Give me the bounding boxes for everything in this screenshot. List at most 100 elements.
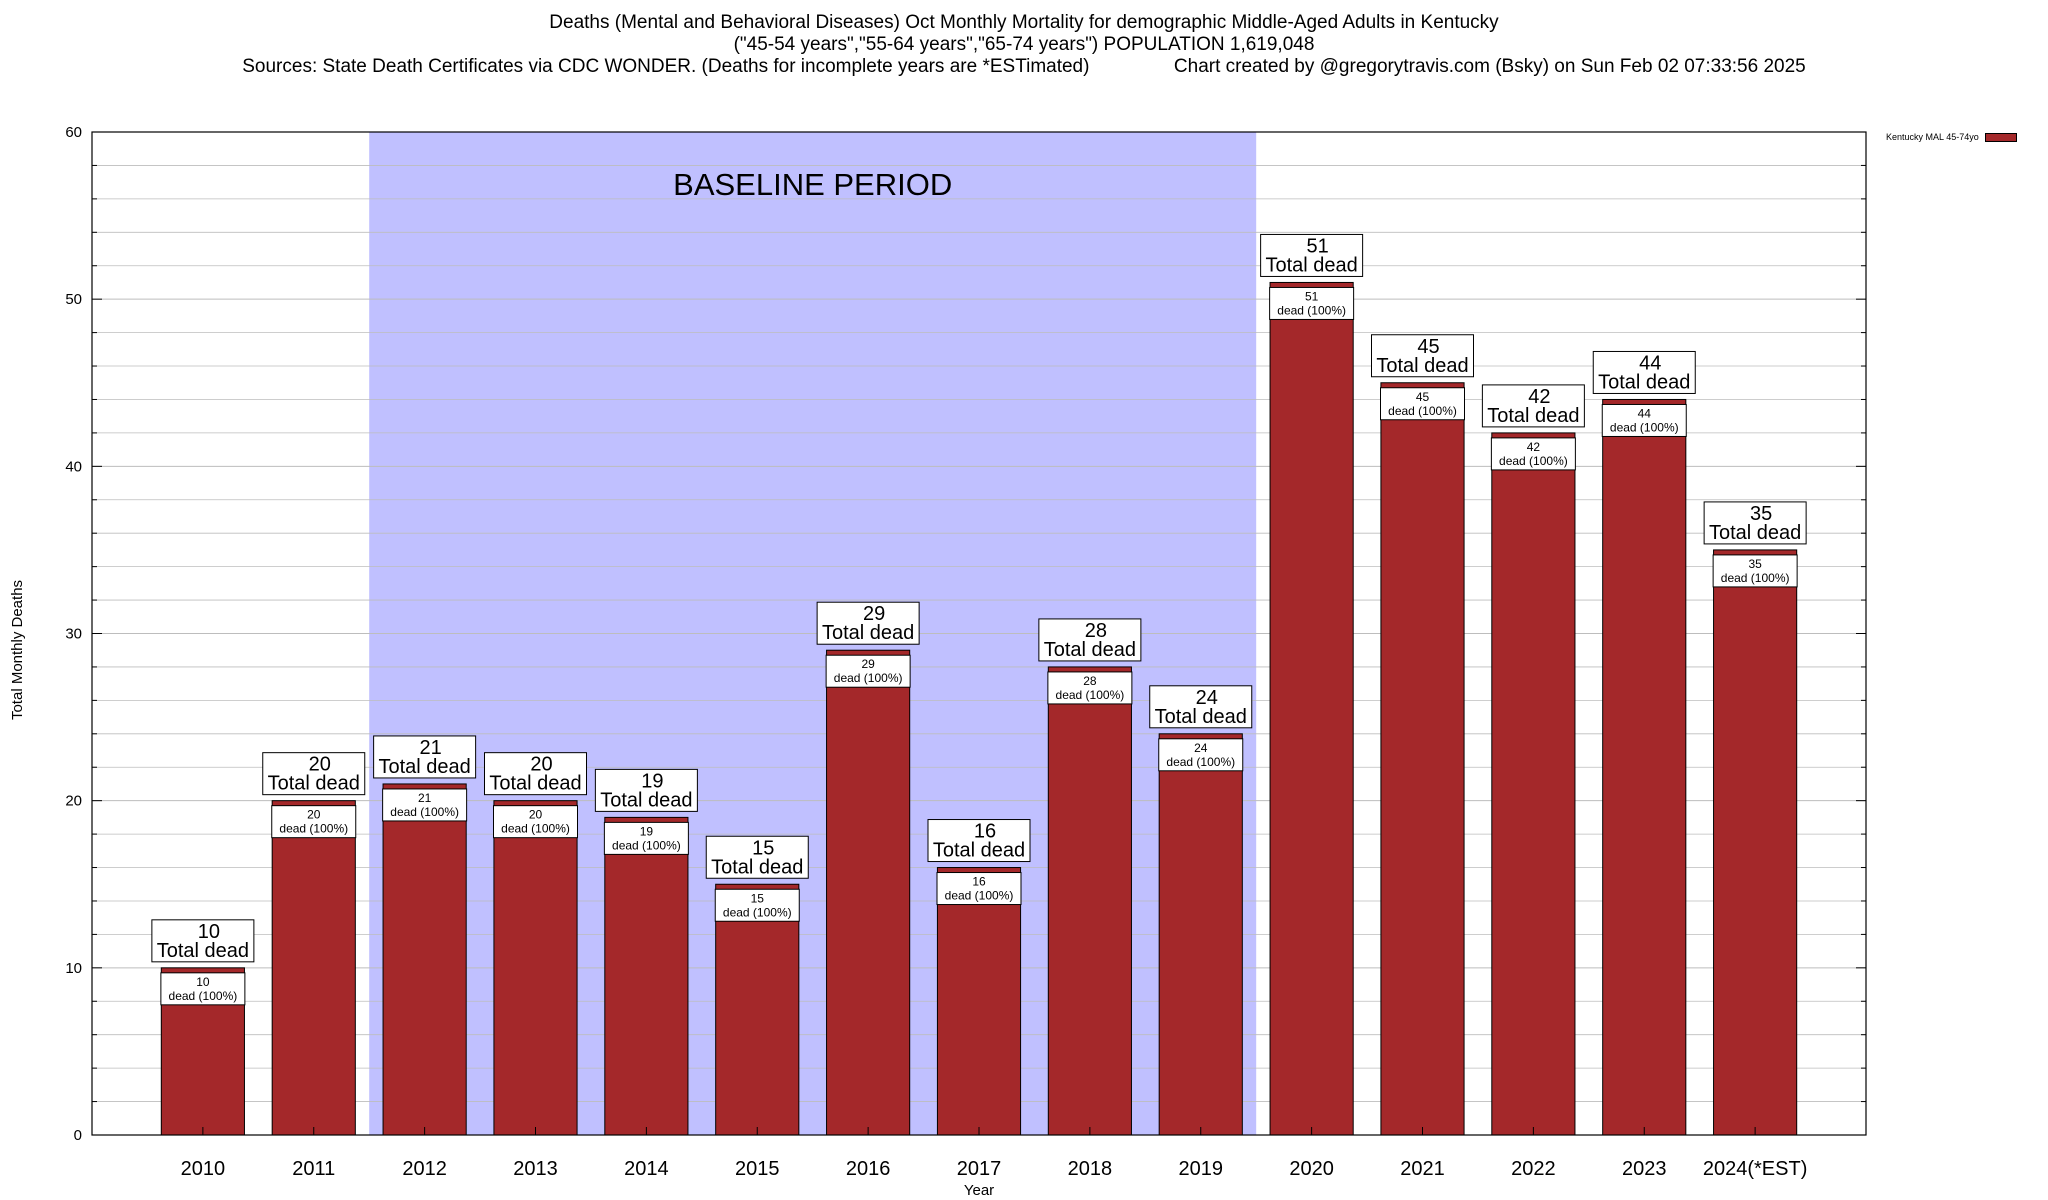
bar xyxy=(1491,432,1576,1136)
bar-inner-value: 20 xyxy=(307,808,321,822)
plot-border xyxy=(91,131,1867,1136)
legend-label: Kentucky MAL 45-74yo xyxy=(1886,132,1979,142)
x-tick-label: 2013 xyxy=(513,1158,558,1180)
bar-top-label-box xyxy=(373,735,477,779)
bar-inner-text: dead (100%) xyxy=(1610,420,1679,434)
bar-inner-label-box xyxy=(825,654,911,688)
y-axis-label: Total Monthly Deaths xyxy=(8,579,26,721)
bar-top-text: Total dead xyxy=(1265,254,1357,276)
bar-top-label-box xyxy=(262,752,366,796)
bar-top-value: 16 xyxy=(974,821,996,843)
x-tick-label: 2012 xyxy=(402,1158,447,1180)
bar-top-text: Total dead xyxy=(268,773,360,795)
bar xyxy=(493,800,578,1136)
bar-inner-value: 29 xyxy=(861,657,875,671)
bar-top-label-box xyxy=(927,819,1031,863)
chart-title: Deaths (Mental and Behavioral Diseases) … xyxy=(0,12,2048,78)
title-line-3: Sources: State Death Certificates via CD… xyxy=(242,56,1806,77)
bar-top-text: Total dead xyxy=(1155,706,1247,728)
title-line-2: ("45-54 years","55-64 years","65-74 year… xyxy=(733,34,1315,55)
bar xyxy=(1380,382,1465,1136)
y-tick-label: 20 xyxy=(65,793,82,810)
bar-inner-text: dead (100%) xyxy=(834,671,903,685)
bar-top-label-box xyxy=(1371,334,1474,378)
bar-top-value: 51 xyxy=(1307,235,1329,257)
bar-inner-value: 20 xyxy=(529,808,543,822)
bar-inner-text: dead (100%) xyxy=(279,822,348,836)
bar-inner-text: dead (100%) xyxy=(723,905,792,919)
y-tick-label: 60 xyxy=(65,124,82,141)
x-tick-label: 2015 xyxy=(735,1158,780,1180)
x-tick-label: 2020 xyxy=(1289,1158,1334,1180)
bar-top-value: 35 xyxy=(1750,503,1772,525)
bar-inner-value: 42 xyxy=(1527,440,1541,454)
bar-top-label-box xyxy=(484,752,587,796)
bar-top-label-box xyxy=(1481,384,1585,428)
bar-top-label-box xyxy=(1260,233,1364,277)
bar xyxy=(936,867,1022,1136)
bar-inner-label-box xyxy=(936,872,1022,906)
bar-inner-value: 24 xyxy=(1194,741,1208,755)
y-tick-label: 50 xyxy=(65,291,82,308)
bar-top-label-box xyxy=(151,919,255,963)
bar-top-text: Total dead xyxy=(1376,355,1468,377)
y-tick-label: 0 xyxy=(74,1127,82,1144)
bar-top-value: 42 xyxy=(1528,386,1550,408)
bar xyxy=(715,883,800,1136)
bar-inner-label-box xyxy=(382,788,468,822)
bar-top-value: 19 xyxy=(641,770,663,792)
bar xyxy=(271,800,356,1136)
x-tick-label: 2023 xyxy=(1622,1158,1667,1180)
bar-inner-value: 28 xyxy=(1083,674,1097,688)
bar-inner-value: 15 xyxy=(751,891,765,905)
y-tick-label: 10 xyxy=(65,960,82,977)
legend: Kentucky MAL 45-74yo xyxy=(1886,132,2017,142)
bar-top-value: 20 xyxy=(309,754,331,776)
bar-top-text: Total dead xyxy=(822,622,914,644)
bar-top-text: Total dead xyxy=(1598,371,1690,393)
bar-inner-text: dead (100%) xyxy=(1388,404,1457,418)
bar-inner-text: dead (100%) xyxy=(945,889,1014,903)
title-line-1: Deaths (Mental and Behavioral Diseases) … xyxy=(549,12,1499,33)
bar-inner-value: 44 xyxy=(1638,406,1652,420)
bar-inner-text: dead (100%) xyxy=(1166,755,1235,769)
bar-top-text: Total dead xyxy=(378,756,470,778)
bar-inner-text: dead (100%) xyxy=(1056,688,1125,702)
bar xyxy=(1269,281,1354,1136)
bar-top-value: 28 xyxy=(1085,620,1107,642)
bar-top-text: Total dead xyxy=(1709,522,1801,544)
bar-top-label-box xyxy=(594,768,698,812)
x-tick-label: 2011 xyxy=(292,1158,335,1180)
bar xyxy=(604,816,689,1136)
bar-top-label-box xyxy=(1149,685,1253,729)
bar-inner-text: dead (100%) xyxy=(1499,454,1568,468)
bar xyxy=(1158,733,1243,1136)
x-tick-label: 2018 xyxy=(1068,1158,1113,1180)
bar-top-value: 44 xyxy=(1639,352,1661,374)
x-tick-label: 2016 xyxy=(846,1158,891,1180)
bar-inner-value: 45 xyxy=(1416,390,1430,404)
bar-inner-text: dead (100%) xyxy=(169,989,238,1003)
bar-top-label-box xyxy=(816,601,920,645)
bar-inner-text: dead (100%) xyxy=(390,805,459,819)
bar-inner-label-box xyxy=(160,972,246,1006)
bar-top-text: Total dead xyxy=(1044,639,1136,661)
bar-inner-label-box xyxy=(1601,403,1687,437)
x-tick-label: 2022 xyxy=(1511,1158,1556,1180)
y-tick-label: 30 xyxy=(65,626,82,643)
bar-inner-label-box xyxy=(603,821,689,855)
bar-top-text: Total dead xyxy=(600,789,692,811)
bar-top-value: 24 xyxy=(1196,687,1218,709)
bar-inner-label-box xyxy=(493,805,578,839)
bar-top-text: Total dead xyxy=(157,940,249,962)
bar-inner-value: 21 xyxy=(418,791,432,805)
bar-inner-value: 19 xyxy=(640,824,654,838)
bar-top-text: Total dead xyxy=(711,856,803,878)
bar-inner-value: 16 xyxy=(972,875,986,889)
legend-swatch xyxy=(1984,132,2017,142)
x-tick-label: 2017 xyxy=(957,1158,1002,1180)
bar xyxy=(1047,666,1132,1136)
bar-top-label-box xyxy=(1703,501,1807,545)
bar-inner-text: dead (100%) xyxy=(1721,571,1790,585)
